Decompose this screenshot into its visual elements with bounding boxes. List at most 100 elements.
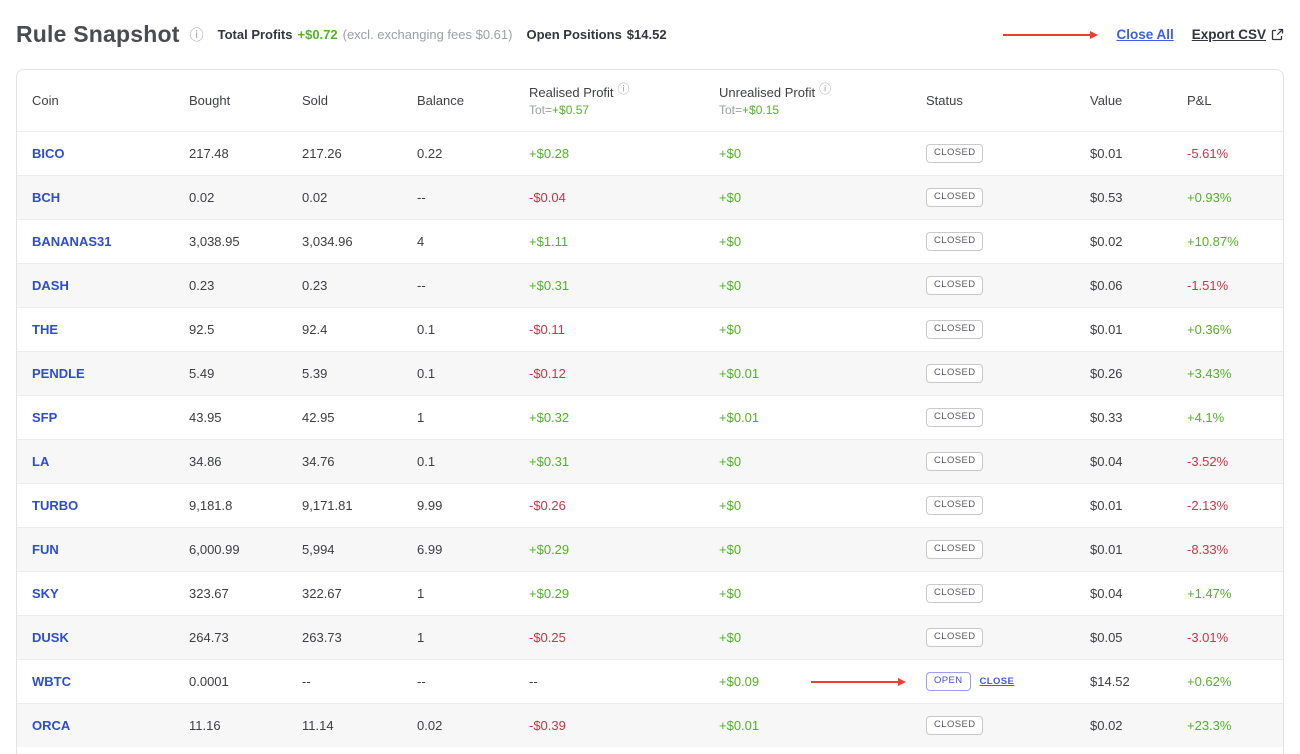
value-cell: $0.33 [1090, 410, 1123, 425]
realised-profit-cell: +$0.31 [529, 278, 570, 293]
status-badge: CLOSED [926, 276, 984, 295]
coin-link[interactable]: PENDLE [32, 366, 85, 381]
coin-link[interactable]: TURBO [32, 498, 79, 513]
annotation-arrow-close-all [1003, 30, 1099, 39]
sold-cell: 34.76 [302, 454, 335, 469]
table-row: DASH 0.23 0.23 -- +$0.31 +$0 CLOSED $0.0… [17, 263, 1283, 307]
coin-link[interactable]: DASH [32, 278, 69, 293]
unrealised-profit-cell: +$0 [719, 498, 742, 513]
unrealised-profit-cell: +$0 [719, 454, 742, 469]
sold-cell: 3,034.96 [302, 234, 353, 249]
col-header-value: Value [1090, 93, 1123, 108]
pnl-cell: +1.47% [1187, 586, 1232, 601]
status-badge: CLOSED [926, 364, 984, 383]
total-profits-stat: Total Profits +$0.72 (excl. exchanging f… [218, 27, 513, 42]
table-row: PENDLE 5.49 5.39 0.1 -$0.12 +$0.01 CLOSE… [17, 351, 1283, 395]
status-badge: OPEN [926, 672, 971, 691]
status-cell: CLOSED [926, 628, 1090, 647]
value-cell: $0.26 [1090, 366, 1123, 381]
realised-profit-cell: +$0.29 [529, 542, 570, 557]
coin-link[interactable]: SKY [32, 586, 59, 601]
value-cell: $0.06 [1090, 278, 1123, 293]
col-header-unrealised-profit: Unrealised Profit ⓘ Tot=+$0.15 [719, 81, 832, 117]
table-row: ORCA 11.16 11.14 0.02 -$0.39 +$0.01 CLOS… [17, 703, 1283, 747]
status-cell: CLOSED [926, 716, 1090, 735]
info-icon[interactable]: ⓘ [819, 81, 832, 96]
table-row: WBTC 0.0001 -- -- -- +$0.09 OPEN CLOSE $… [17, 659, 1283, 703]
col-header-status: Status [926, 93, 963, 108]
sold-cell: 0.23 [302, 278, 328, 293]
sold-cell: 5,994 [302, 542, 335, 557]
sold-cell: 322.67 [302, 586, 342, 601]
total-profits-label: Total Profits [217, 27, 293, 42]
status-badge: CLOSED [926, 320, 984, 339]
open-positions-label: Open Positions [526, 27, 622, 42]
unrealised-profit-cell: +$0 [719, 190, 742, 205]
coin-link[interactable]: THE [32, 322, 58, 337]
table-body: BICO 217.48 217.26 0.22 +$0.28 +$0 CLOSE… [17, 131, 1283, 747]
unrealised-total-value: +$0.15 [742, 102, 780, 117]
coin-link[interactable]: WBTC [32, 674, 71, 689]
sold-cell: 9,171.81 [302, 498, 353, 513]
sold-cell: 0.02 [302, 190, 328, 205]
unrealised-profit-cell: +$0.01 [719, 410, 760, 425]
realised-profit-cell: -$0.11 [529, 322, 565, 337]
close-all-link[interactable]: Close All [1116, 27, 1174, 42]
bought-cell: 323.67 [189, 586, 229, 601]
status-badge: CLOSED [926, 628, 984, 647]
table-row: BCH 0.02 0.02 -- -$0.04 +$0 CLOSED $0.53… [17, 175, 1283, 219]
export-csv-label: Export CSV [1191, 27, 1266, 42]
realised-profit-cell: +$0.28 [529, 146, 570, 161]
balance-cell: 9.99 [417, 498, 443, 513]
coin-link[interactable]: BANANAS31 [32, 234, 112, 249]
bought-cell: 43.95 [189, 410, 222, 425]
table-row: DUSK 264.73 263.73 1 -$0.25 +$0 CLOSED $… [17, 615, 1283, 659]
status-cell: CLOSED [926, 540, 1090, 559]
unrealised-profit-cell: +$0 [719, 146, 742, 161]
info-icon[interactable]: ⓘ [189, 26, 204, 43]
info-icon[interactable]: ⓘ [617, 81, 630, 96]
unrealised-profit-cell: +$0 [719, 542, 742, 557]
coin-link[interactable]: LA [32, 454, 50, 469]
pnl-cell: +3.43% [1187, 366, 1232, 381]
pnl-cell: +10.87% [1187, 234, 1239, 249]
pnl-cell: +23.3% [1187, 718, 1232, 733]
sold-cell: 217.26 [302, 146, 342, 161]
balance-cell: 0.1 [417, 366, 436, 381]
coin-link[interactable]: BCH [32, 190, 61, 205]
realised-profit-cell: -- [529, 674, 538, 689]
balance-cell: 0.1 [417, 454, 436, 469]
coin-link[interactable]: BICO [32, 146, 65, 161]
status-cell: CLOSED [926, 364, 1090, 383]
pnl-cell: +0.93% [1187, 190, 1232, 205]
table-header-row: Coin Bought Sold Balance Realised Profit… [17, 70, 1283, 131]
table-row: TURBO 9,181.8 9,171.81 9.99 -$0.26 +$0 C… [17, 483, 1283, 527]
coin-link[interactable]: ORCA [32, 718, 71, 733]
unrealised-profit-cell: +$0 [719, 586, 742, 601]
unrealised-profit-cell: +$0.09 [719, 674, 760, 689]
status-cell: CLOSED [926, 496, 1090, 515]
export-csv-link[interactable]: Export CSV [1192, 27, 1284, 42]
col-header-bought: Bought [189, 93, 231, 108]
value-cell: $0.02 [1090, 234, 1123, 249]
value-cell: $0.01 [1090, 542, 1123, 557]
topbar: Rule Snapshot ⓘ Total Profits +$0.72 (ex… [0, 0, 1300, 69]
status-badge: CLOSED [926, 144, 984, 163]
external-link-icon [1271, 28, 1284, 41]
open-positions-stat: Open Positions $14.52 [526, 27, 666, 42]
status-cell: CLOSED [926, 408, 1090, 427]
sold-cell: -- [302, 674, 311, 689]
status-cell: CLOSED [926, 276, 1090, 295]
realised-profit-cell: -$0.12 [529, 366, 566, 381]
unrealised-profit-cell: +$0 [719, 234, 742, 249]
bought-cell: 0.02 [189, 190, 215, 205]
balance-cell: 0.1 [417, 322, 436, 337]
bought-cell: 3,038.95 [189, 234, 240, 249]
value-cell: $0.02 [1090, 718, 1123, 733]
balance-cell: -- [417, 674, 426, 689]
total-profits-value: +$0.72 [297, 27, 338, 42]
coin-link[interactable]: SFP [32, 410, 58, 425]
coin-link[interactable]: DUSK [32, 630, 69, 645]
close-position-link[interactable]: CLOSE [979, 676, 1015, 687]
coin-link[interactable]: FUN [32, 542, 59, 557]
